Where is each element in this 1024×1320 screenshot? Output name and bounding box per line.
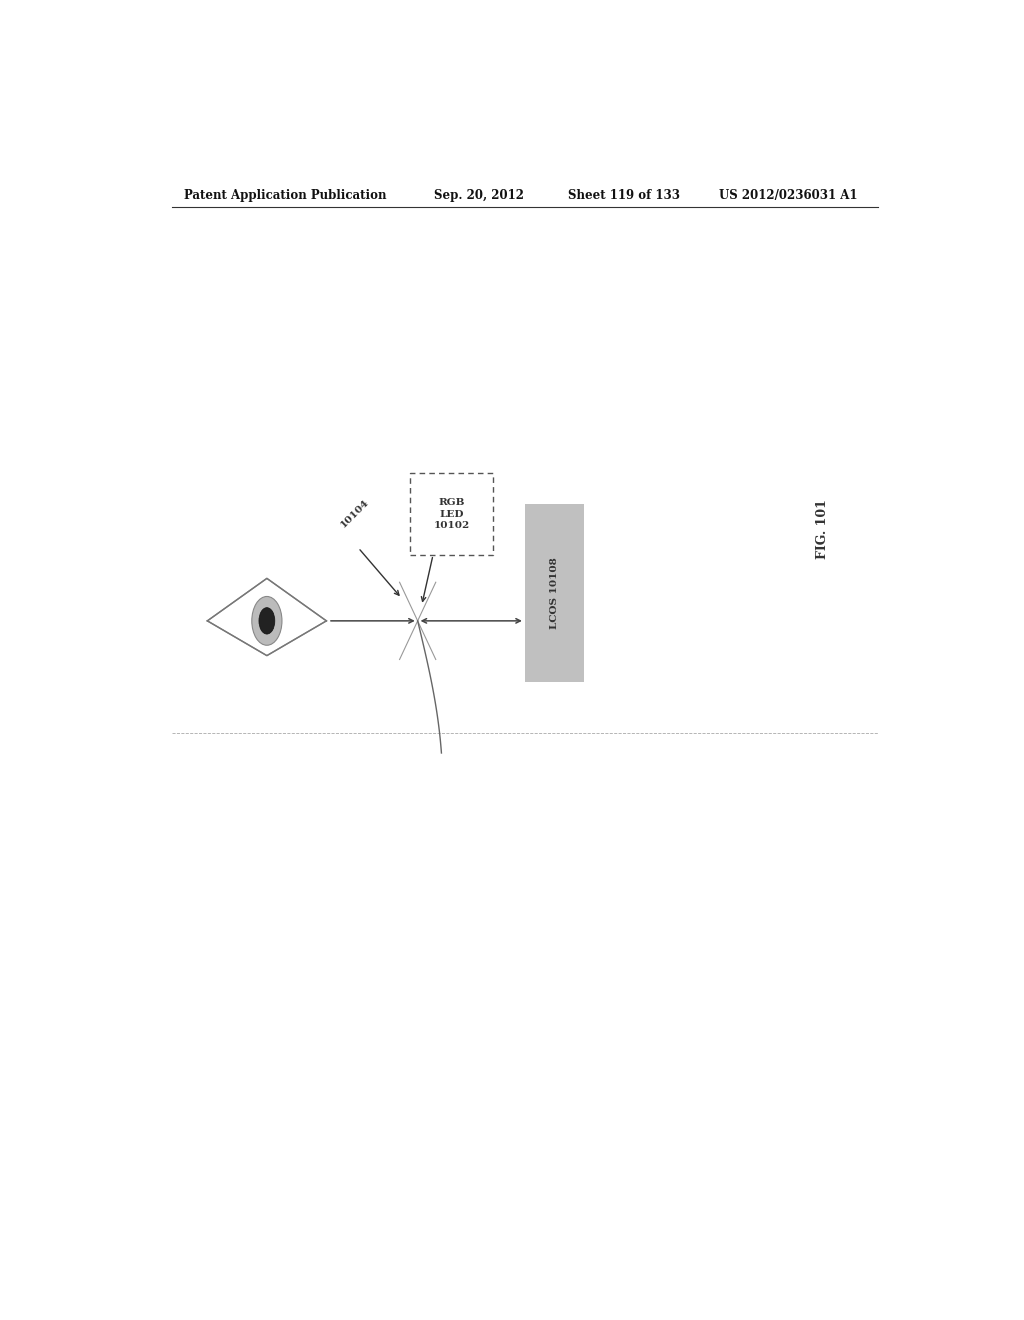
Text: FIG. 101: FIG. 101	[816, 499, 828, 560]
Bar	[524, 504, 585, 682]
Ellipse shape	[259, 607, 274, 634]
Text: US 2012/0236031 A1: US 2012/0236031 A1	[719, 189, 858, 202]
Text: LCOS 10108: LCOS 10108	[550, 557, 559, 628]
Ellipse shape	[222, 590, 311, 652]
Text: 10104: 10104	[338, 498, 371, 529]
Text: RGB
LED
10102: RGB LED 10102	[433, 498, 470, 531]
Ellipse shape	[252, 597, 282, 645]
Text: Sep. 20, 2012: Sep. 20, 2012	[433, 189, 523, 202]
Bar	[410, 474, 494, 554]
Text: Patent Application Publication: Patent Application Publication	[183, 189, 386, 202]
Text: Sheet 119 of 133: Sheet 119 of 133	[568, 189, 681, 202]
